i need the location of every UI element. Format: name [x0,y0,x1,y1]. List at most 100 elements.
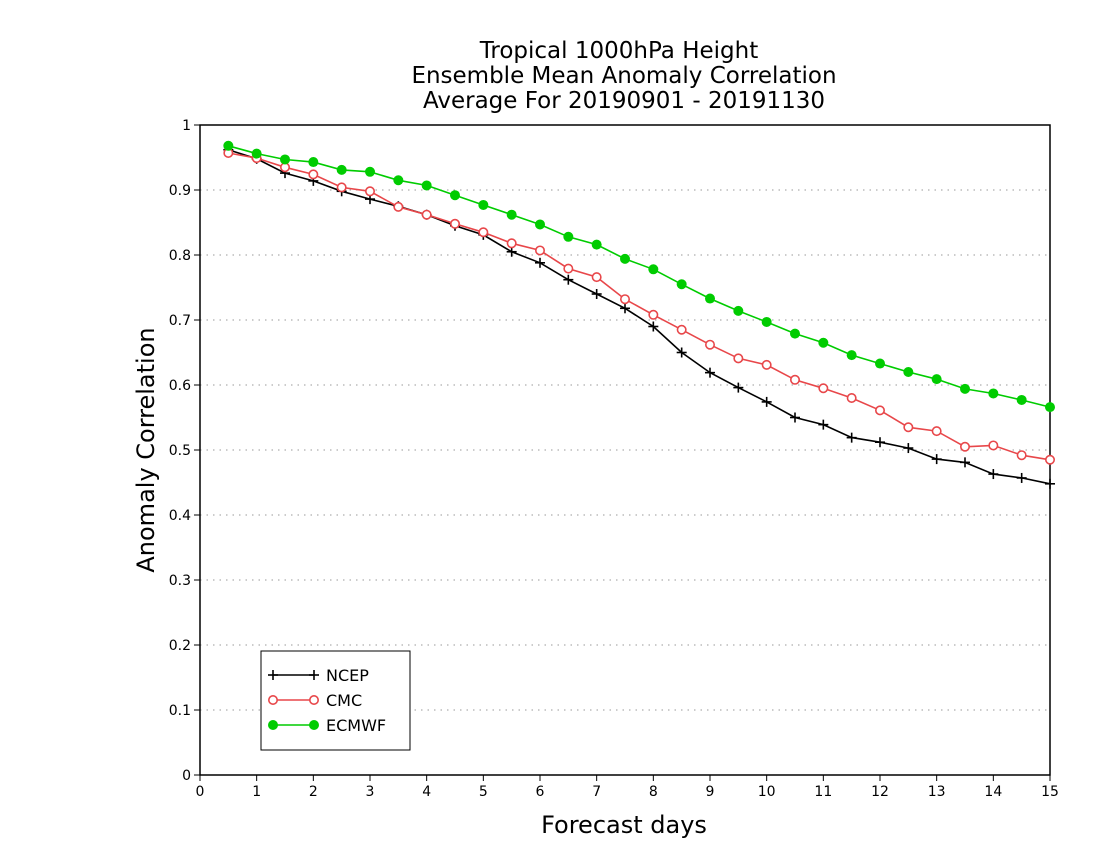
cmc-point [931,426,942,437]
x-tick-label: 5 [479,784,488,800]
x-tick-label: 9 [706,784,715,800]
ecmwf-point [563,231,574,242]
x-tick-label: 11 [814,784,832,800]
cmc-point [1045,454,1056,465]
ecmwf-point [846,350,857,361]
chart-title-line-2: Ensemble Mean Anomaly Correlation [411,63,836,89]
ecmwf-point [478,199,489,210]
cmc-point [563,263,574,274]
y-tick-label: 0.9 [169,183,191,199]
legend-entries: NCEP CMC ECMWF [267,666,386,735]
ecmwf-point [1016,394,1027,405]
ncep-point [591,289,602,299]
ecmwf-point [280,154,290,165]
x-tick-label: 6 [536,784,545,800]
ecmwf-point [535,219,545,230]
cmc-point [789,374,800,385]
ecmwf-series [223,140,1055,413]
cmc-point [874,405,885,416]
ncep-point [875,437,885,448]
ecmwf-point [648,264,659,275]
y-axis-title: Anomaly Correlation [132,327,160,572]
ecmwf-point [308,157,319,168]
cmc-point [648,309,659,320]
cmc-point [336,182,347,193]
cmc-point [534,245,545,256]
axis-ticks: 00.10.20.30.40.50.60.70.80.910 1 2 3 4 5 6 7 8 9 1… [169,118,1059,800]
ncep-point [790,412,800,423]
ecmwf-point [903,367,914,377]
ecmwf-point [705,293,715,304]
x-tick-label: 8 [649,784,658,800]
y-tick-label: 0.3 [169,573,191,589]
x-tick-label: 15 [1041,784,1059,800]
x-tick-label: 13 [928,784,946,800]
legend-label-ncep: NCEP [326,666,369,685]
cmc-point [591,272,602,283]
ncep-point [506,246,517,257]
x-tick-label: 4 [422,784,431,800]
legend-entry-cmc: CMC [267,691,362,710]
x-tick-label: 14 [984,784,1002,800]
ecmwf-point [931,374,942,385]
y-tick-label: 1 [182,118,191,134]
cmc-point [676,324,687,335]
ecmwf-point [988,388,999,399]
cmc-point [988,440,999,451]
ecmwf-point [818,337,829,348]
cmc-point [449,218,460,229]
y-tick-label: 0.2 [169,638,191,654]
x-tick-label: 3 [366,784,375,800]
y-tick-label: 0.8 [169,248,191,264]
ecmwf-point [421,180,432,191]
ncep-point [676,347,687,358]
cmc-point [903,422,914,433]
y-tick-label: 0.4 [169,508,191,524]
ecmwf-point [365,166,375,177]
cmc-point [761,359,772,370]
ecmwf-point [620,253,630,264]
ncep-point [988,469,999,480]
chart-title-line-1: Tropical 1000hPa Height [479,38,759,64]
chart-title: Tropical 1000hPa Height Ensemble Mean An… [411,38,836,114]
cmc-point [733,353,744,364]
ecmwf-point [251,148,262,159]
ncep-point [960,457,970,468]
x-tick-label: 12 [871,784,889,800]
cmc-point [308,169,319,180]
cmc-point [478,227,489,238]
y-tick-label: 0.6 [169,378,191,394]
ncep-point [733,382,744,393]
x-tick-label: 1 [252,784,261,800]
y-tick-label: 0.5 [169,443,191,459]
x-tick-label: 7 [592,784,601,800]
legend-swatch-marker [309,670,319,680]
legend-swatch-marker [268,720,278,730]
legend-swatch-marker [309,720,319,730]
ecmwf-point [506,209,517,220]
y-tick-label: 0.7 [169,313,191,329]
data-series [223,140,1056,489]
ecmwf-point [1045,402,1055,413]
x-tick-label: 10 [758,784,776,800]
legend: NCEP CMC ECMWF [260,650,411,751]
legend-entry-ncep: NCEP [268,666,369,685]
cmc-point [818,383,829,394]
cmc-point [1016,450,1027,461]
legend-entry-ecmwf: ECMWF [268,716,386,735]
ecmwf-point [790,328,800,339]
ecmwf-point [591,239,602,250]
legend-swatch-marker [268,670,278,680]
ncep-point [761,396,772,407]
ecmwf-point [223,140,234,151]
ecmwf-point [450,190,460,201]
cmc-point [959,441,970,452]
ncep-point [1045,478,1055,489]
legend-label-ecmwf: ECMWF [326,716,386,735]
ecmwf-point [393,175,404,186]
ecmwf-point [733,305,744,316]
legend-swatch-marker [308,694,319,705]
ncep-point [648,321,659,332]
ncep-point [620,303,630,314]
